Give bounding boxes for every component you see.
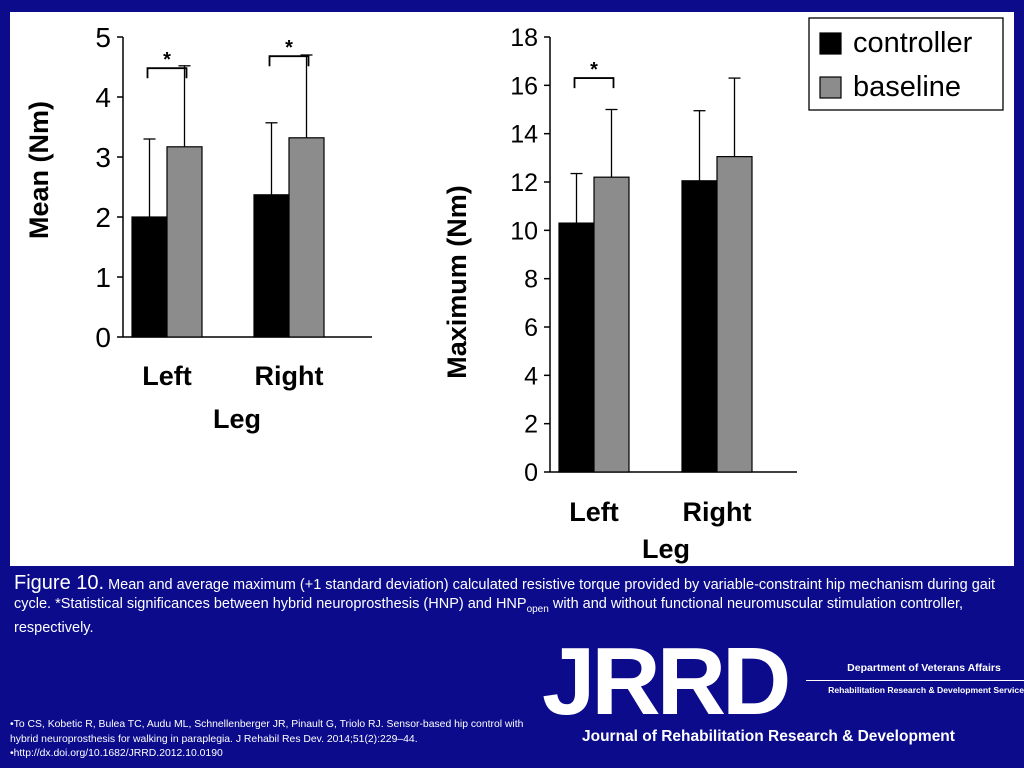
chart1-y-axis-label: Mean (Nm) xyxy=(24,101,54,239)
jrrd-wordmark: JRRD xyxy=(542,628,791,735)
chart2-y-tick-label: 0 xyxy=(524,459,538,487)
chart2-y-tick-label: 18 xyxy=(510,24,538,52)
chart2-y-tick-label: 6 xyxy=(524,314,538,342)
chart1-bar-baseline-left xyxy=(166,146,203,338)
chart1-category-label: Left xyxy=(142,361,192,391)
caption-subscript: open xyxy=(526,603,549,615)
chart1-significance-bracket xyxy=(268,55,310,67)
legend-swatch-baseline xyxy=(819,76,842,99)
chart1-bar-controller-left xyxy=(131,216,168,338)
chart2-y-tick-label: 12 xyxy=(510,169,538,197)
chart2-category-label: Right xyxy=(683,497,752,527)
legend-label-controller: controller xyxy=(853,27,973,59)
legend-swatch-controller xyxy=(819,32,842,55)
chart2-significance-marker: * xyxy=(590,59,598,81)
chart1-significance-marker: * xyxy=(163,49,171,71)
chart2-y-axis-label: Maximum (Nm) xyxy=(442,185,472,379)
chart2-significance-bracket xyxy=(573,77,615,89)
chart1-y-tick-label: 4 xyxy=(95,82,111,113)
chart1-x-axis-label: Leg xyxy=(213,404,261,434)
figure-panel: 0 1 2 3 4 5 Left Right Leg Mean (Nm) * * 0 2 4 6 8 10 12 14… xyxy=(10,12,1014,566)
chart1-y-tick-label: 3 xyxy=(95,142,111,173)
reference-doi-link[interactable]: •http://dx.doi.org/10.1682/JRRD.2012.10.… xyxy=(10,748,223,759)
caption-text-2: with and without functional neuromuscula… xyxy=(14,596,964,636)
journal-name: Journal of Rehabilitation Research & Dev… xyxy=(582,728,955,745)
chart1-y-tick-label: 5 xyxy=(95,22,111,53)
chart2-x-axis-label: Leg xyxy=(642,534,690,564)
rrd-service-text: Rehabilitation Research & Development Se… xyxy=(828,685,1024,695)
chart1-bar-controller-right xyxy=(253,194,290,338)
chart2-bar-baseline-left xyxy=(593,176,630,473)
chart1-y-tick-label: 1 xyxy=(95,262,111,293)
references: •To CS, Kobetic R, Bulea TC, Audu ML, Sc… xyxy=(10,718,540,762)
chart2-category-label: Left xyxy=(569,497,619,527)
figure-label: Figure 10. xyxy=(14,572,105,594)
reference-citation: •To CS, Kobetic R, Bulea TC, Audu ML, Sc… xyxy=(10,719,524,745)
chart1-y-tick-label: 2 xyxy=(95,202,111,233)
chart2-y-tick-label: 16 xyxy=(510,72,538,100)
chart2-bar-controller-right xyxy=(681,180,718,473)
chart2-y-tick-label: 2 xyxy=(524,411,538,439)
figure-caption: Figure 10. Mean and average maximum (+1 … xyxy=(14,572,1004,638)
chart1-category-label: Right xyxy=(255,361,324,391)
chart2-y-tick-label: 10 xyxy=(510,217,538,245)
chart2-bar-controller-left xyxy=(558,222,595,473)
chart2-y-tick-label: 4 xyxy=(524,362,538,390)
chart1-bar-baseline-right xyxy=(288,137,325,338)
chart1-significance-bracket xyxy=(146,67,188,79)
jrrd-logo: JRRD Department of Veterans Affairs Reha… xyxy=(536,632,1024,768)
chart2-bar-baseline-right xyxy=(716,156,753,473)
chart1-y-tick-label: 0 xyxy=(95,322,111,353)
va-department-text: Department of Veterans Affairs xyxy=(847,662,1001,674)
legend-label-baseline: baseline xyxy=(853,71,961,103)
chart2-y-tick-label: 14 xyxy=(510,121,538,149)
chart2-y-tick-label: 8 xyxy=(524,266,538,294)
chart1-significance-marker: * xyxy=(285,37,293,59)
caption-text-1: Mean and average maximum (+1 standard de… xyxy=(14,577,996,612)
logo-divider xyxy=(806,680,1024,681)
